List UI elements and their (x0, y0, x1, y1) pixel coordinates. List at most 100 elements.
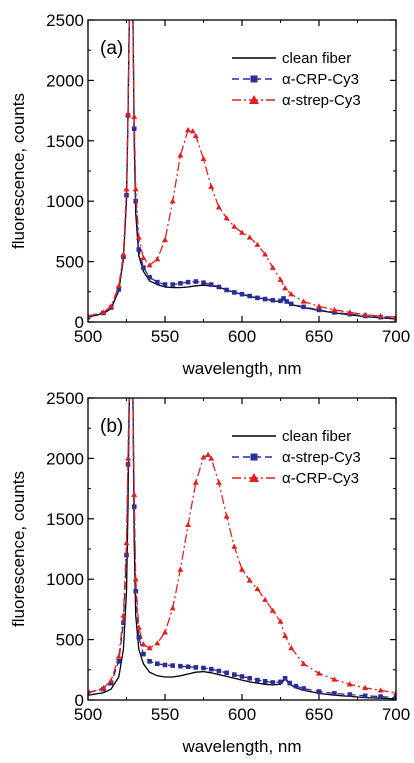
data-point-triangle (177, 566, 184, 572)
data-point-triangle (154, 256, 161, 262)
x-tick-label: 600 (228, 327, 256, 346)
data-point-square (116, 659, 122, 664)
data-point-square (155, 661, 160, 667)
data-point-triangle (316, 303, 322, 309)
data-point-triangle (316, 670, 322, 676)
data-point-triangle (125, 111, 132, 117)
y-axis-title: fluorescence, counts (9, 471, 28, 627)
data-point-triangle (189, 128, 196, 134)
panel-label: (b) (100, 416, 123, 437)
data-point-triangle (200, 454, 207, 460)
data-point-triangle (205, 451, 212, 457)
data-point-triangle (288, 645, 295, 651)
data-point-triangle (300, 298, 307, 304)
data-point-triangle (120, 612, 127, 618)
data-point-square (282, 675, 288, 681)
data-point-triangle (132, 186, 139, 192)
data-point-triangle (393, 314, 396, 320)
y-tick-label: 2500 (46, 389, 84, 408)
data-point-square (147, 275, 152, 280)
data-point-square (121, 620, 126, 625)
data-point-square (347, 692, 353, 697)
x-tick-label: 500 (74, 327, 102, 346)
data-point-triangle (125, 455, 132, 461)
data-point-triangle (362, 311, 369, 317)
data-point-triangle (300, 660, 307, 666)
y-tick-label: 1500 (46, 510, 84, 529)
data-point-triangle (100, 684, 107, 691)
y-tick-label: 1500 (46, 132, 84, 151)
y-tick-label: 0 (75, 691, 84, 710)
series-3 (88, 398, 396, 695)
data-point-triangle (200, 155, 207, 162)
data-point-square (193, 279, 199, 284)
data-point-triangle (131, 113, 138, 119)
data-point-triangle (108, 677, 115, 683)
y-tick-label: 0 (75, 313, 84, 332)
data-point-triangle (254, 241, 261, 247)
data-point-square (262, 678, 268, 684)
panel-a: 500 550 600 650 70005001000150020002500wavel… (9, 11, 410, 378)
data-point-square (239, 674, 245, 679)
data-point-square (216, 668, 222, 674)
x-tick-label: 600 (228, 705, 256, 724)
data-point-triangle (239, 566, 245, 572)
data-point-triangle (135, 234, 142, 240)
data-point-triangle (123, 539, 130, 546)
data-point-square (208, 282, 214, 287)
data-point-triangle (269, 264, 276, 270)
data-point-triangle (162, 236, 168, 243)
y-axis-title: fluorescence, counts (9, 93, 28, 249)
legend-label-2: α-CRP-Cy3 (282, 71, 359, 88)
data-point-square (141, 265, 146, 270)
legend-marker-square (250, 75, 258, 83)
data-point-square (133, 588, 139, 594)
data-point-square (116, 287, 122, 292)
data-point-square (232, 290, 237, 295)
data-point-square (185, 664, 191, 670)
data-point-triangle (346, 681, 353, 687)
legend-marker-square (250, 453, 258, 461)
data-point-square (255, 295, 260, 301)
x-tick-label: 700 (382, 327, 410, 346)
series-3 (88, 20, 396, 320)
data-point-square (362, 693, 368, 699)
data-point-square (108, 680, 114, 686)
legend: clean fiber α-CRP-Cy3 α-strep-Cy3 (232, 50, 361, 109)
data-point-triangle (362, 684, 369, 691)
data-point-square (201, 280, 206, 286)
data-point-triangle (223, 513, 230, 519)
data-point-square (155, 279, 160, 285)
data-point-square (247, 675, 252, 681)
y-tick-label: 2500 (46, 11, 84, 30)
legend: clean fiber α-strep-Cy3 α-CRP-Cy3 (232, 428, 361, 487)
data-point-square (316, 307, 322, 313)
data-point-square (316, 689, 322, 694)
data-point-triangle (100, 309, 107, 315)
data-point-triangle (282, 632, 289, 639)
data-point-square (147, 659, 152, 664)
data-point-triangle (154, 640, 161, 646)
data-point-triangle (162, 629, 168, 635)
data-point-square (224, 287, 229, 293)
data-point-triangle (115, 653, 122, 659)
data-point-triangle (277, 618, 284, 624)
data-point-triangle (146, 262, 153, 268)
data-point-triangle (169, 605, 176, 611)
data-point-triangle (231, 543, 238, 549)
x-tick-label: 550 (151, 327, 179, 346)
data-point-square (301, 686, 306, 691)
data-point-square (288, 301, 294, 307)
data-point-triangle (135, 624, 142, 630)
data-point-square (208, 666, 214, 672)
data-point-triangle (192, 132, 199, 139)
data-point-triangle (177, 152, 184, 158)
data-point-triangle (208, 455, 215, 461)
data-point-square (162, 662, 168, 668)
data-point-triangle (231, 223, 238, 229)
series-1 (88, 398, 396, 700)
data-point-square (332, 310, 337, 315)
data-point-square (232, 672, 237, 677)
data-point-triangle (88, 689, 91, 695)
